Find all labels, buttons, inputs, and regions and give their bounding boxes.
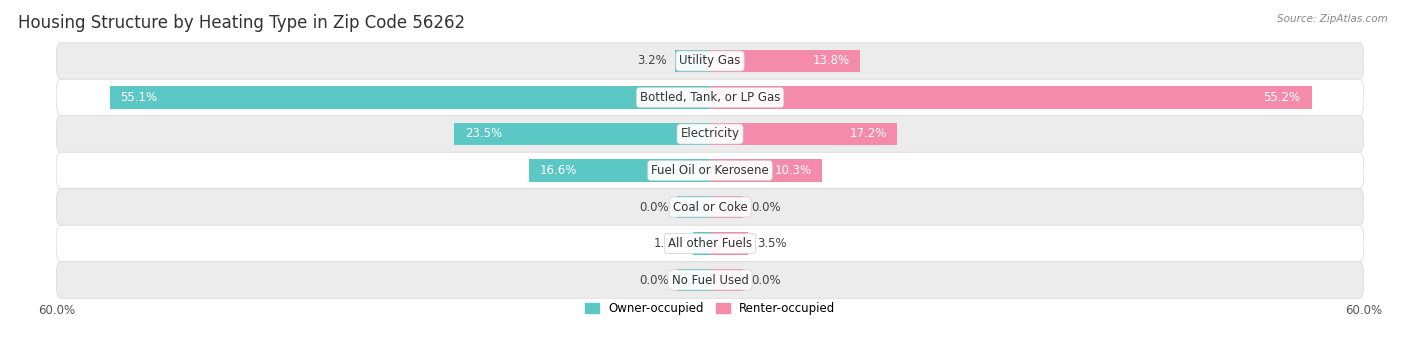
- Text: 0.0%: 0.0%: [751, 273, 782, 286]
- Text: 10.3%: 10.3%: [775, 164, 811, 177]
- Text: Utility Gas: Utility Gas: [679, 55, 741, 68]
- Text: 1.6%: 1.6%: [654, 237, 683, 250]
- Text: 3.5%: 3.5%: [756, 237, 786, 250]
- Text: 0.0%: 0.0%: [638, 201, 669, 213]
- Text: All other Fuels: All other Fuels: [668, 237, 752, 250]
- Bar: [710, 196, 742, 218]
- Bar: [710, 123, 897, 145]
- Text: Bottled, Tank, or LP Gas: Bottled, Tank, or LP Gas: [640, 91, 780, 104]
- Text: 17.2%: 17.2%: [849, 128, 887, 140]
- Text: 3.2%: 3.2%: [637, 55, 666, 68]
- FancyBboxPatch shape: [56, 189, 1364, 225]
- Bar: [110, 86, 710, 109]
- Text: 16.6%: 16.6%: [540, 164, 578, 177]
- Text: Coal or Coke: Coal or Coke: [672, 201, 748, 213]
- Bar: [678, 269, 710, 291]
- FancyBboxPatch shape: [56, 43, 1364, 79]
- Bar: [693, 232, 710, 255]
- Bar: [529, 159, 710, 182]
- Bar: [710, 86, 1312, 109]
- Text: 0.0%: 0.0%: [638, 273, 669, 286]
- Text: No Fuel Used: No Fuel Used: [672, 273, 748, 286]
- FancyBboxPatch shape: [56, 262, 1364, 298]
- FancyBboxPatch shape: [56, 79, 1364, 116]
- Text: 55.2%: 55.2%: [1264, 91, 1301, 104]
- Text: Source: ZipAtlas.com: Source: ZipAtlas.com: [1277, 14, 1388, 24]
- Bar: [710, 269, 742, 291]
- Text: Electricity: Electricity: [681, 128, 740, 140]
- Text: 23.5%: 23.5%: [465, 128, 502, 140]
- FancyBboxPatch shape: [56, 116, 1364, 152]
- FancyBboxPatch shape: [56, 225, 1364, 262]
- Text: Housing Structure by Heating Type in Zip Code 56262: Housing Structure by Heating Type in Zip…: [18, 14, 465, 32]
- Bar: [678, 196, 710, 218]
- Text: Fuel Oil or Kerosene: Fuel Oil or Kerosene: [651, 164, 769, 177]
- Text: 55.1%: 55.1%: [121, 91, 157, 104]
- Bar: [710, 232, 748, 255]
- Bar: [710, 50, 860, 72]
- Bar: [710, 159, 823, 182]
- Bar: [454, 123, 710, 145]
- Text: 13.8%: 13.8%: [813, 55, 849, 68]
- FancyBboxPatch shape: [56, 152, 1364, 189]
- Bar: [675, 50, 710, 72]
- Text: 0.0%: 0.0%: [751, 201, 782, 213]
- Legend: Owner-occupied, Renter-occupied: Owner-occupied, Renter-occupied: [585, 302, 835, 315]
